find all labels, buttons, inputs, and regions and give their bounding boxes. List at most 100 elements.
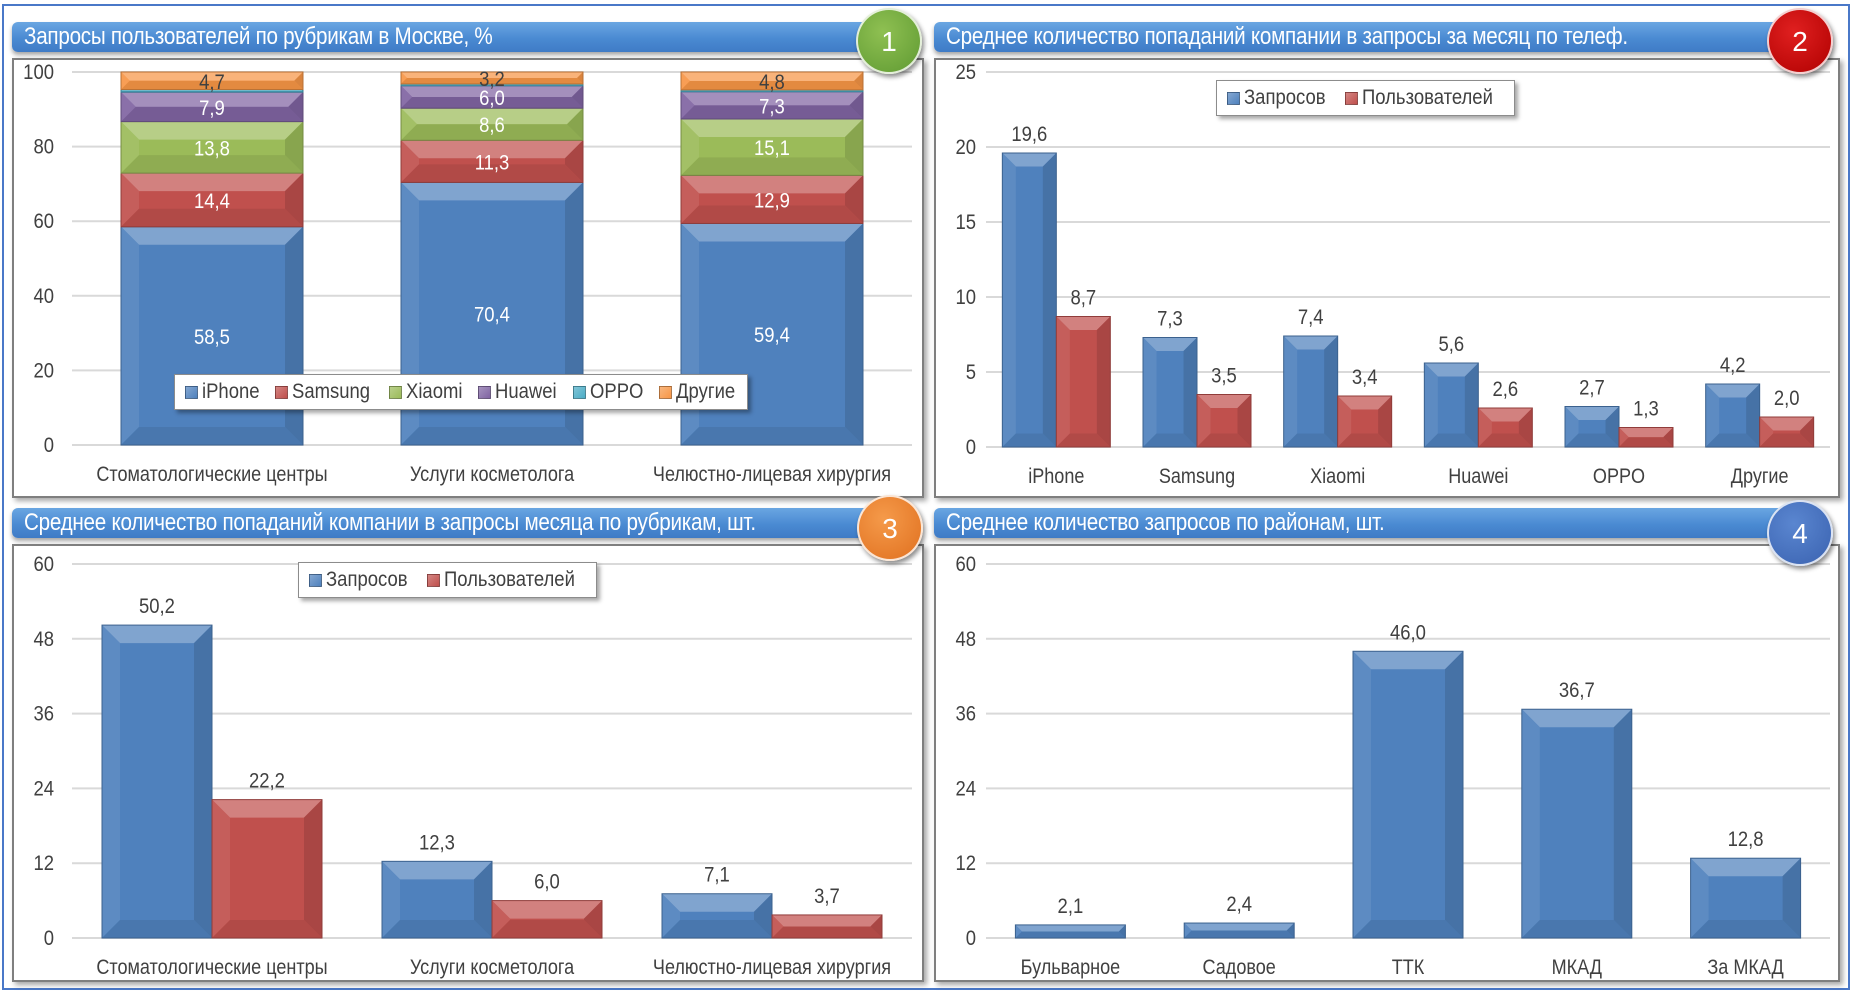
bar-segment-huawei <box>680 91 864 120</box>
y-tick-label: 48 <box>33 628 54 651</box>
legend-label: Huawei <box>495 380 557 403</box>
y-tick-label: 100 <box>23 61 54 84</box>
y-tick-label: 20 <box>33 359 54 382</box>
chart-svg: 0 20 40 60 80 100 58,5 14,4 13,8 7,9 4,7 Стоматолог… <box>23 61 912 487</box>
legend-swatch <box>1344 91 1358 105</box>
bar-segment-xiaomi <box>400 107 584 141</box>
panel-title-text: Среднее количество запросов по районам, … <box>946 509 1385 536</box>
panel-title-3: Среднее количество попаданий компании в … <box>12 508 912 538</box>
data-label: 4,2 <box>1720 354 1746 377</box>
x-tick-label: iPhone <box>1028 465 1084 489</box>
data-label: 3,4 <box>1352 366 1378 389</box>
panel-badge-1: 1 <box>856 8 922 74</box>
y-tick-label: 10 <box>955 286 976 309</box>
y-tick-label: 5 <box>966 361 976 384</box>
chart-svg: 0 12 24 36 48 60 50,2 22,2 Стоматологические цен… <box>33 553 912 980</box>
bar-requests <box>1705 383 1761 448</box>
legend-label: Пользователей <box>443 568 575 591</box>
bar-requests <box>1423 362 1479 448</box>
legend-swatch <box>309 573 322 587</box>
bar-segment-oppo <box>120 89 304 93</box>
data-label: 15,1 <box>754 137 790 160</box>
legend-label: Другие <box>676 380 736 403</box>
bar-segment-samsung <box>120 172 304 228</box>
data-label: 70,4 <box>474 304 510 327</box>
bar-requests <box>1142 337 1198 448</box>
legend-item: Huawei <box>478 380 559 404</box>
chart-requests-by-district: 0 12 24 36 48 60 2,1 Бульварное 2,4 Садовое 46,0 ТТ… <box>934 544 1840 982</box>
y-tick-label: 25 <box>955 61 976 84</box>
panel-badge-2: 2 <box>1767 8 1833 74</box>
y-tick-label: 48 <box>955 628 976 651</box>
chart-svg: 0 12 24 36 48 60 2,1 Бульварное 2,4 Садовое 46,0 ТТ… <box>955 553 1830 980</box>
bar-users <box>1618 427 1674 448</box>
x-tick-label: Услуги косметолога <box>410 463 574 487</box>
data-label: 8,7 <box>1070 286 1096 309</box>
data-label: 19,6 <box>1011 123 1047 146</box>
data-label: 22,2 <box>249 770 285 793</box>
legend-item: iPhone <box>185 380 261 404</box>
legend-swatch <box>389 385 403 399</box>
data-label: 2,6 <box>1492 378 1518 401</box>
panel-title-text: Запросы пользователей по рубрикам в Моск… <box>24 23 493 50</box>
bar-users <box>1337 395 1393 448</box>
data-label: 3,7 <box>814 885 840 908</box>
bar-requests <box>101 624 213 939</box>
bar-requests <box>381 860 493 939</box>
legend-item: Другие <box>659 380 737 404</box>
y-tick-label: 36 <box>33 703 54 726</box>
data-label: 4,7 <box>199 71 225 94</box>
data-label: 7,9 <box>199 97 225 120</box>
panel-title-text: Среднее количество попаданий компании в … <box>946 23 1628 50</box>
data-label: 12,9 <box>754 189 790 212</box>
bar-segment-samsung <box>400 139 584 183</box>
data-label: 2,7 <box>1579 376 1605 399</box>
panel-badge-4: 4 <box>1767 500 1833 566</box>
bar-segment-huawei <box>400 85 584 109</box>
y-tick-label: 60 <box>33 210 54 233</box>
data-label: 7,1 <box>704 864 730 887</box>
data-label: 6,0 <box>479 87 505 110</box>
y-tick-label: 60 <box>955 553 976 576</box>
y-tick-label: 80 <box>33 136 54 159</box>
bar-requests <box>1690 857 1802 939</box>
legend-swatch <box>659 385 673 399</box>
bar-segment-xiaomi <box>680 118 864 176</box>
y-tick-label: 20 <box>955 136 976 159</box>
panel-title-text: Среднее количество попаданий компании в … <box>24 509 756 536</box>
data-label: 2,1 <box>1058 895 1084 918</box>
bar-requests <box>1014 924 1126 939</box>
y-tick-label: 0 <box>966 927 976 950</box>
legend-label: iPhone <box>202 380 260 403</box>
x-tick-label: Челюстно-лицевая хирургия <box>653 463 891 487</box>
bar-users <box>1196 394 1252 448</box>
bar-users <box>771 914 883 939</box>
data-label: 50,2 <box>139 595 175 618</box>
data-label: 36,7 <box>1559 679 1595 702</box>
y-tick-label: 24 <box>33 777 54 800</box>
y-tick-label: 0 <box>44 434 54 457</box>
bar-segment-samsung <box>680 174 864 224</box>
legend-item: OPPO <box>573 380 645 404</box>
x-tick-label: Huawei <box>1448 465 1508 489</box>
x-tick-label: Другие <box>1731 465 1789 489</box>
x-tick-label: Челюстно-лицевая хирургия <box>653 956 891 980</box>
data-label: 58,5 <box>194 326 230 349</box>
legend-swatch <box>185 385 198 399</box>
chart-hits-by-phone: 0 5 10 15 20 25 19,6 8,7 iPhone 7,3 3,5 Samsung 7,4 3… <box>934 58 1840 498</box>
legend-swatch <box>426 573 440 587</box>
legend-item: Пользователей <box>426 568 587 592</box>
x-tick-label: Бульварное <box>1021 956 1121 980</box>
x-tick-label: Стоматологические центры <box>96 463 327 487</box>
panel-title-2: Среднее количество попаданий компании в … <box>934 22 1804 52</box>
y-tick-label: 24 <box>955 777 976 800</box>
legend-item: Xiaomi <box>389 380 464 404</box>
legend-label: Запросов <box>1244 86 1326 109</box>
panel-badge-3: 3 <box>857 495 923 561</box>
chart-requests-by-category-percent: 0 20 40 60 80 100 58,5 14,4 13,8 7,9 4,7 Стоматолог… <box>12 58 924 498</box>
y-tick-label: 12 <box>955 852 976 875</box>
x-tick-label: Услуги косметолога <box>410 956 574 980</box>
data-label: 7,3 <box>1157 307 1183 330</box>
bar-segment-другие <box>120 71 304 91</box>
chart-svg: 0 5 10 15 20 25 19,6 8,7 iPhone 7,3 3,5 Samsung 7,4 3… <box>955 61 1830 489</box>
